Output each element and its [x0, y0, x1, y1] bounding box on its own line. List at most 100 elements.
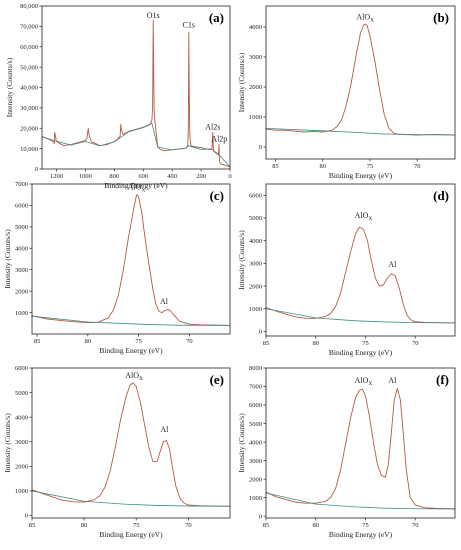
peak-label: Al	[160, 425, 169, 434]
y-axis-label: Intensity (Counts/s)	[5, 57, 14, 117]
x-tick-label: 70	[414, 163, 421, 170]
panel-6: 85 80 75 70 0 1000 2000 3000 4000 5000 6000 7000 800…	[237, 365, 456, 539]
y-tick-label: 50,000	[20, 64, 38, 71]
x-tick-label: 70	[186, 338, 193, 345]
x-tick-label: 75	[362, 340, 369, 347]
y-tick-label: 0	[259, 329, 262, 336]
peak-label: Al	[388, 260, 397, 269]
background-line	[266, 492, 455, 510]
y-tick-label: 5000	[249, 215, 262, 222]
y-axis-label: Intensity (Counts/s)	[237, 413, 246, 473]
y-tick-label: 1000	[15, 310, 28, 317]
y-tick-label: 4000	[249, 24, 262, 31]
peak-label-main: AlO	[355, 376, 369, 385]
x-tick-label: 75	[362, 522, 369, 529]
y-tick-label: 8000	[249, 365, 262, 372]
panel-5: 85 80 75 70 0 1000 2000 3000 4000 5000 6000 Binding…	[3, 365, 231, 539]
y-tick-label: 2000	[15, 464, 28, 471]
peak-label-subscript: X	[370, 18, 374, 24]
spectrum-line	[42, 19, 230, 168]
y-tick-label: 20,000	[20, 125, 38, 132]
y-tick-label: 2000	[249, 283, 262, 290]
plot-frame	[265, 367, 456, 519]
peak-label-main: C1s	[183, 20, 195, 29]
background-line	[266, 128, 455, 136]
plot-frame	[31, 367, 231, 519]
panel-label: (d)	[433, 188, 449, 203]
background-line	[32, 490, 230, 507]
x-axis-label: Binding Energy (eV)	[329, 348, 393, 357]
y-axis-label: Intensity (Counts/s)	[237, 52, 246, 112]
y-axis-label: Intensity (Counts/s)	[3, 229, 12, 289]
x-tick-label: 85	[34, 338, 41, 345]
x-tick-label: 80	[319, 163, 326, 170]
y-tick-label: 3000	[15, 439, 28, 446]
y-tick-label: 4000	[249, 238, 262, 245]
x-tick-label: 80	[312, 522, 319, 529]
y-tick-label: 0	[259, 513, 262, 520]
y-tick-label: 5000	[249, 421, 262, 428]
x-tick-label: 70	[185, 522, 192, 529]
y-tick-label: 70,000	[20, 24, 38, 31]
x-tick-label: 80	[85, 338, 92, 345]
x-axis-label: Binding Energy (eV)	[99, 346, 163, 355]
panel-1: 1200 1000 800 600 400 200 0 0 10,000 20,000 30,000…	[5, 3, 232, 190]
y-tick-label: 6000	[249, 402, 262, 409]
x-tick-label: 85	[263, 522, 270, 529]
panel-3: 85 80 75 70 1000 2000 3000 4000 5000 6000 7000 Bind…	[3, 181, 231, 355]
y-tick-label: 4000	[15, 414, 28, 421]
y-tick-label: 1000	[15, 488, 28, 495]
y-tick-label: 10,000	[20, 146, 38, 153]
panel-label: (c)	[210, 188, 224, 203]
y-tick-label: 2000	[249, 84, 262, 91]
y-tick-label: 6000	[15, 365, 28, 372]
y-tick-label: 30,000	[20, 105, 38, 112]
x-axis-label: Binding Energy (eV)	[329, 171, 393, 180]
spectrum-line	[266, 387, 455, 510]
x-tick-label: 70	[412, 522, 419, 529]
x-tick-label: 1200	[50, 173, 63, 180]
y-tick-label: 0	[259, 144, 262, 151]
y-tick-label: 6000	[15, 203, 28, 210]
x-axis-label: Binding Energy (eV)	[99, 530, 163, 539]
peak-label: Al2s	[205, 122, 220, 131]
peak-label-subscript: X	[368, 381, 372, 387]
y-tick-label: 6000	[249, 193, 262, 200]
x-tick-label: 400	[167, 173, 177, 180]
peak-label-main: AlO	[355, 211, 369, 220]
spectrum-line	[266, 23, 455, 136]
y-tick-label: 4000	[15, 245, 28, 252]
x-tick-label: 800	[109, 173, 119, 180]
panel-label: (f)	[436, 372, 449, 387]
peak-label: AlOX	[355, 376, 373, 387]
peak-label-subscript: X	[139, 376, 143, 382]
y-tick-label: 3000	[15, 267, 28, 274]
spectrum-line	[32, 382, 230, 507]
y-tick-label: 80,000	[20, 3, 38, 10]
y-tick-label: 3000	[249, 54, 262, 61]
x-tick-label: 75	[135, 338, 142, 345]
y-tick-label: 40,000	[20, 85, 38, 92]
x-tick-label: 75	[133, 522, 140, 529]
peak-label: Al	[160, 297, 169, 306]
peak-label-main: Al	[388, 376, 397, 385]
peak-label: AlOX	[356, 13, 374, 24]
x-tick-label: 85	[272, 163, 279, 170]
peak-label-main: Al	[160, 297, 169, 306]
peak-label-main: AlO	[128, 182, 142, 191]
y-tick-label: 1000	[249, 306, 262, 313]
plot-frame	[31, 183, 231, 335]
panel-2: 85 80 75 70 0 1000 2000 3000 4000 Binding Energy …	[237, 5, 456, 180]
x-tick-label: 0	[228, 173, 231, 180]
background-line	[42, 122, 230, 168]
y-tick-label: 0	[25, 513, 28, 520]
y-tick-label: 3000	[249, 458, 262, 465]
y-tick-label: 0	[35, 166, 38, 173]
x-tick-label: 85	[263, 340, 270, 347]
x-tick-label: 200	[196, 173, 206, 180]
spectrum-line	[32, 194, 230, 326]
y-tick-label: 2000	[249, 476, 262, 483]
peak-label-main: Al2s	[205, 122, 220, 131]
y-tick-label: 5000	[15, 224, 28, 231]
background-line	[266, 308, 455, 324]
